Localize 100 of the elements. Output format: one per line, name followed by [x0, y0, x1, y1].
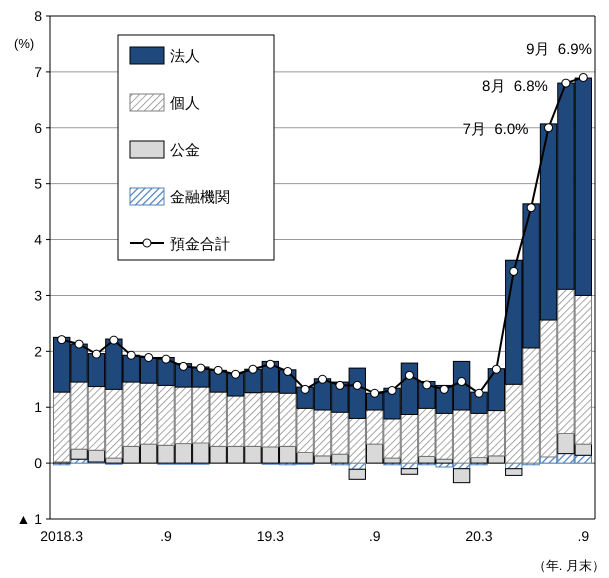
- point: [92, 350, 101, 359]
- point: [440, 384, 449, 394]
- x-tick-label: 2018.3: [40, 528, 84, 544]
- point: [544, 123, 554, 132]
- bar: [452, 410, 470, 464]
- bar: [122, 446, 140, 464]
- point: [214, 366, 223, 375]
- y-axis-title: (%): [14, 36, 34, 51]
- bar: [366, 444, 384, 464]
- y-tick-label: ▲ 1: [16, 511, 42, 527]
- bar: [209, 392, 227, 447]
- legend-label: 預金合計: [170, 236, 230, 253]
- bar: [140, 444, 158, 464]
- point: [335, 380, 344, 390]
- bar: [262, 446, 280, 464]
- bar: [174, 386, 192, 444]
- bar: [331, 412, 349, 455]
- point: [248, 364, 258, 374]
- bar: [88, 386, 106, 451]
- bar: [348, 418, 366, 464]
- bar: [70, 448, 88, 460]
- bar: [296, 452, 314, 464]
- bar: [262, 392, 280, 448]
- bar: [140, 382, 158, 445]
- bar: [192, 386, 210, 444]
- annotation: 9月 6.9%: [526, 41, 592, 58]
- legend-label: 金融機関: [170, 189, 230, 206]
- bar: [574, 444, 592, 456]
- y-tick-label: 0: [34, 455, 42, 472]
- point: [178, 362, 188, 371]
- bar: [505, 384, 522, 464]
- bar: [244, 446, 262, 464]
- point: [162, 354, 171, 364]
- y-tick-label: 7: [34, 64, 42, 80]
- point: [526, 203, 536, 212]
- point: [144, 352, 154, 362]
- point: [57, 335, 66, 344]
- bar: [157, 444, 175, 464]
- bar: [488, 410, 506, 456]
- point: [474, 388, 484, 398]
- x-tick-label: 19.3: [256, 528, 284, 544]
- bar: [418, 408, 436, 457]
- bar: [192, 442, 210, 464]
- y-tick-label: 5: [34, 176, 42, 192]
- y-tick-label: 3: [34, 287, 42, 304]
- point: [126, 350, 136, 360]
- x-tick-label: .9: [577, 528, 590, 544]
- bar: [70, 382, 88, 450]
- bar: [452, 468, 470, 484]
- bar: [557, 288, 575, 434]
- annotation: 8月 6.8%: [482, 78, 548, 96]
- bar: [557, 453, 575, 464]
- point: [231, 370, 240, 379]
- point: [109, 336, 118, 345]
- bar: [522, 347, 540, 464]
- bar: [540, 320, 558, 458]
- bar: [174, 443, 192, 464]
- bar: [279, 392, 296, 447]
- bar: [105, 388, 123, 459]
- x-tick-label: 20.3: [465, 528, 493, 544]
- legend-label: 公金: [170, 142, 200, 159]
- y-tick-label: 6: [34, 120, 42, 136]
- bar: [53, 392, 70, 462]
- point: [509, 266, 518, 276]
- x-tick-label: .9: [368, 528, 381, 544]
- y-tick-label: 4: [34, 232, 42, 248]
- point: [404, 370, 414, 380]
- bar: [314, 410, 332, 456]
- point: [492, 364, 501, 374]
- bar: [470, 412, 488, 458]
- bar: [157, 384, 175, 446]
- bar: [348, 468, 366, 480]
- bar: [436, 412, 453, 460]
- x-tick-label: .9: [160, 528, 172, 544]
- point: [388, 386, 397, 395]
- bar: [244, 392, 262, 447]
- y-tick-label: 2: [34, 343, 42, 360]
- point: [266, 360, 275, 369]
- y-tick-label: 8: [34, 8, 42, 24]
- bar: [279, 446, 296, 464]
- bar: [226, 446, 244, 464]
- point: [318, 374, 327, 384]
- point: [283, 366, 292, 376]
- bar: [296, 408, 314, 453]
- y-tick-label: 1: [34, 399, 42, 416]
- bar: [366, 410, 384, 445]
- bar: [122, 382, 140, 447]
- point: [578, 72, 588, 82]
- bar: [505, 468, 522, 476]
- point: [457, 377, 466, 386]
- bar: [400, 414, 418, 464]
- legend-label: 個人: [170, 95, 200, 112]
- bar: [400, 468, 418, 475]
- point: [422, 380, 432, 390]
- bar: [331, 454, 349, 464]
- point: [196, 364, 206, 373]
- bar: [209, 446, 227, 464]
- bar: [574, 294, 592, 445]
- bar: [383, 418, 401, 459]
- legend-label: 法人: [170, 48, 200, 65]
